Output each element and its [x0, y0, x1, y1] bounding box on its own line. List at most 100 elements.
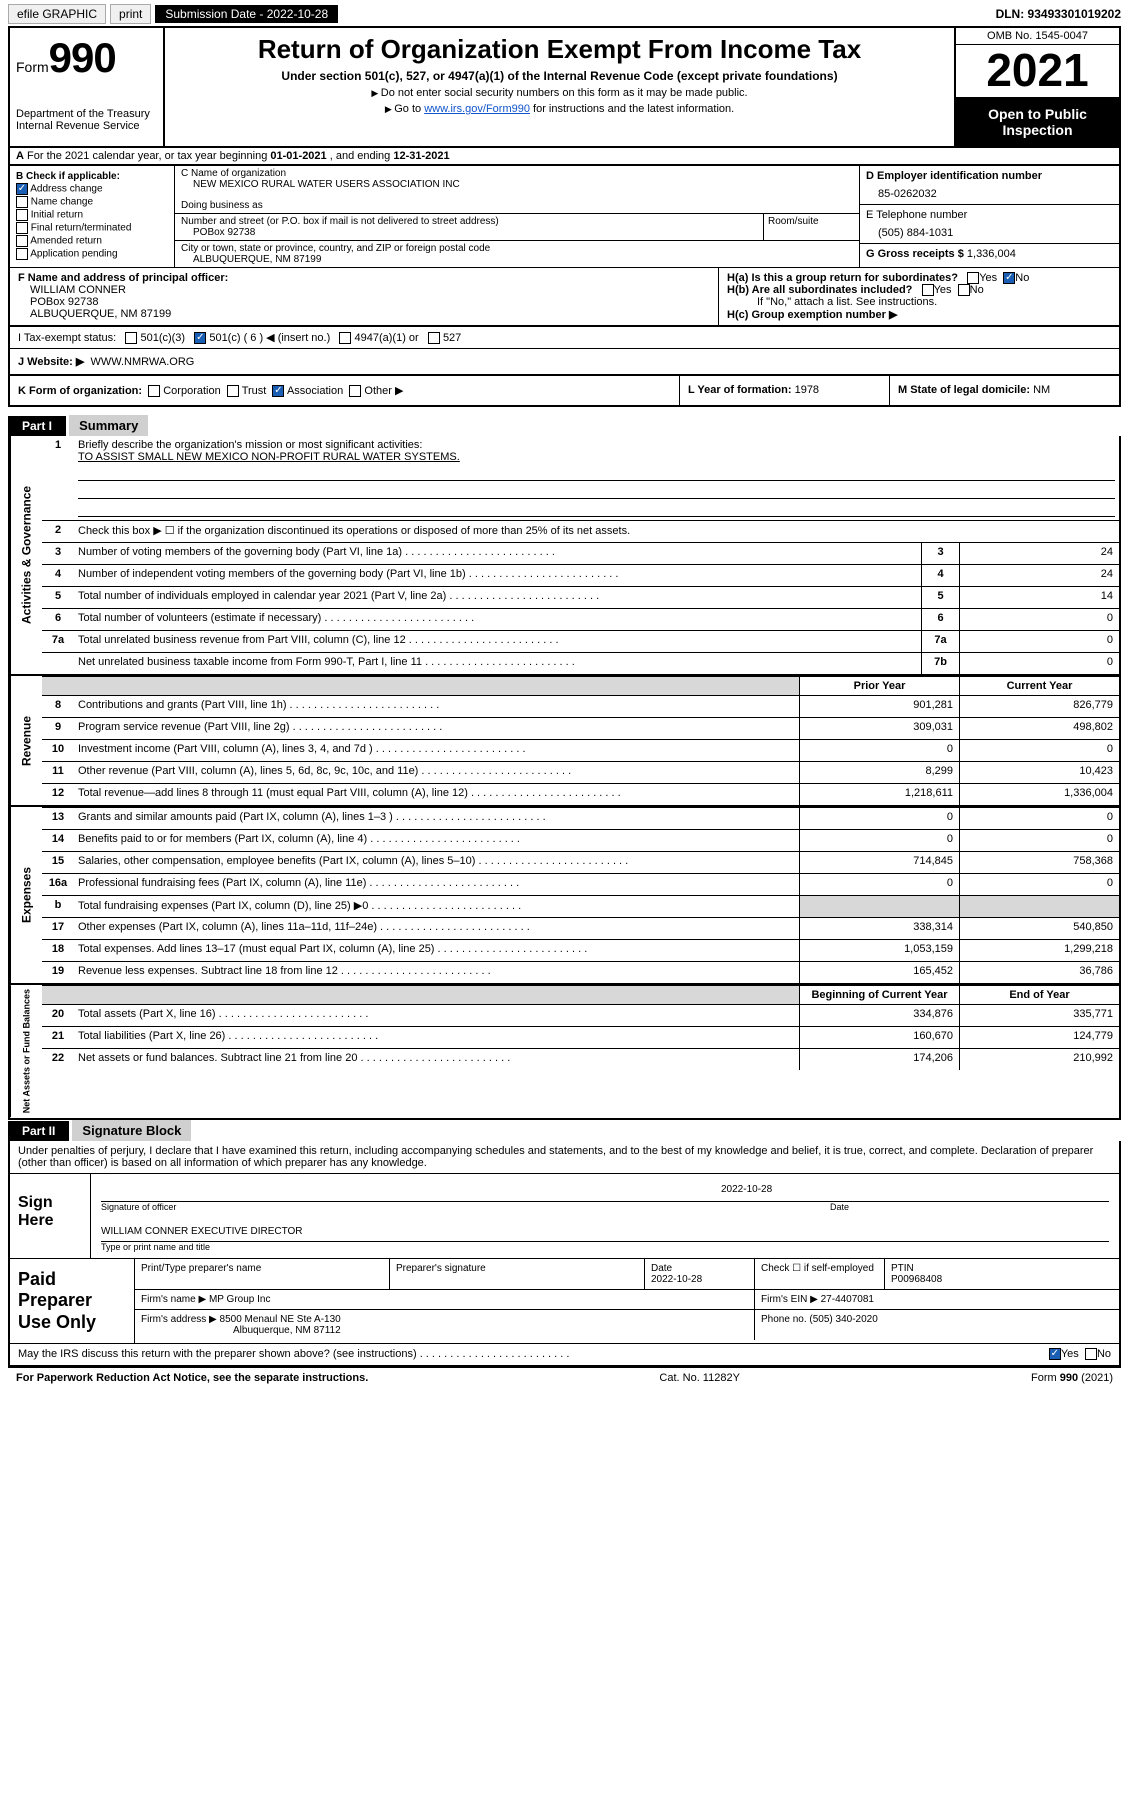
- part2-title: Signature Block: [72, 1120, 191, 1141]
- ha-label: H(a) Is this a group return for subordin…: [727, 272, 958, 284]
- ha-no[interactable]: ✓: [1003, 272, 1015, 284]
- firm-addr2: Albuquerque, NM 87112: [141, 1325, 341, 1336]
- vtab-rev: Revenue: [10, 676, 42, 805]
- l4: Number of independent voting members of …: [74, 565, 921, 586]
- k-trust[interactable]: [227, 385, 239, 397]
- omb-number: OMB No. 1545-0047: [956, 28, 1119, 45]
- k-other[interactable]: [349, 385, 361, 397]
- checkbox-pending[interactable]: [16, 248, 28, 260]
- line-text: Contributions and grants (Part VIII, lin…: [74, 696, 799, 717]
- officer-city: ALBUQUERQUE, NM 87199: [18, 308, 171, 320]
- checkbox-name-change[interactable]: [16, 196, 28, 208]
- form990-link[interactable]: www.irs.gov/Form990: [424, 103, 530, 115]
- dba-label: Doing business as: [181, 200, 853, 211]
- penalties-text: Under penalties of perjury, I declare th…: [10, 1141, 1119, 1174]
- goto-note: Go to www.irs.gov/Form990 for instructio…: [177, 103, 942, 115]
- firm-name: MP Group Inc: [209, 1294, 271, 1305]
- line-text: Investment income (Part VIII, column (A)…: [74, 740, 799, 761]
- line-text: Total revenue—add lines 8 through 11 (mu…: [74, 784, 799, 805]
- officer-name: WILLIAM CONNER: [18, 284, 126, 296]
- line-text: Total fundraising expenses (Part IX, col…: [74, 896, 799, 917]
- j-label: J Website: ▶: [18, 356, 84, 368]
- i-501c3[interactable]: [125, 332, 137, 344]
- officer-street: POBox 92738: [18, 296, 99, 308]
- ssn-note: Do not enter social security numbers on …: [177, 87, 942, 99]
- discuss-text: May the IRS discuss this return with the…: [18, 1348, 1049, 1361]
- irs-label: Internal Revenue Service: [16, 120, 157, 132]
- print-button[interactable]: print: [110, 4, 151, 24]
- line-text: Total assets (Part X, line 16): [74, 1005, 799, 1026]
- checkbox-address-change[interactable]: ✓: [16, 183, 28, 195]
- prep-name-hdr: Print/Type preparer's name: [135, 1259, 390, 1289]
- form-label: Form: [16, 59, 49, 75]
- org-name-label: C Name of organization: [181, 168, 853, 179]
- ein-label: D Employer identification number: [866, 170, 1042, 182]
- dept-treasury: Department of the Treasury: [16, 108, 157, 120]
- vtab-net: Net Assets or Fund Balances: [10, 985, 42, 1117]
- discuss-no[interactable]: [1085, 1348, 1097, 1360]
- signature-block: Under penalties of perjury, I declare th…: [8, 1141, 1121, 1368]
- phone: (505) 884-1031: [866, 221, 1113, 239]
- k-assoc[interactable]: ✓: [272, 385, 284, 397]
- prior-hdr: Prior Year: [799, 677, 959, 695]
- discuss-yes[interactable]: ✓: [1049, 1348, 1061, 1360]
- open-public: Open to Public Inspection: [956, 98, 1119, 146]
- officer-label: F Name and address of principal officer:: [18, 272, 228, 284]
- footer: For Paperwork Reduction Act Notice, see …: [8, 1367, 1121, 1388]
- k-label: K Form of organization:: [18, 385, 142, 397]
- line-text: Total expenses. Add lines 13–17 (must eq…: [74, 940, 799, 961]
- mission: TO ASSIST SMALL NEW MEXICO NON-PROFIT RU…: [78, 451, 460, 463]
- k-corp[interactable]: [148, 385, 160, 397]
- i-label: I Tax-exempt status:: [18, 332, 116, 344]
- ein: 85-0262032: [866, 182, 1113, 200]
- org-name: NEW MEXICO RURAL WATER USERS ASSOCIATION…: [181, 179, 853, 190]
- line-text: Net assets or fund balances. Subtract li…: [74, 1049, 799, 1070]
- prep-sig-hdr: Preparer's signature: [390, 1259, 645, 1289]
- paid-label: Paid Preparer Use Only: [10, 1259, 134, 1344]
- self-emp: Check ☐ if self-employed: [755, 1259, 885, 1289]
- room-label: Room/suite: [764, 214, 859, 240]
- checkbox-final-return[interactable]: [16, 222, 28, 234]
- form-subtitle: Under section 501(c), 527, or 4947(a)(1)…: [177, 69, 942, 83]
- gross: 1,336,004: [967, 248, 1016, 260]
- ha-yes[interactable]: [967, 272, 979, 284]
- l-label: L Year of formation:: [688, 384, 792, 396]
- sign-here: Sign Here: [10, 1174, 90, 1258]
- i-501c[interactable]: ✓: [194, 332, 206, 344]
- l2-text: Check this box ▶ ☐ if the organization d…: [74, 521, 1119, 542]
- hc-label: H(c) Group exemption number ▶: [727, 309, 897, 321]
- l7a: Total unrelated business revenue from Pa…: [74, 631, 921, 652]
- row-a: A For the 2021 calendar year, or tax yea…: [8, 148, 1121, 166]
- col-d: D Employer identification number 85-0262…: [859, 166, 1119, 267]
- part1-title: Summary: [69, 415, 148, 436]
- sig-officer-cap: Signature of officer: [101, 1202, 176, 1212]
- ptin: P00968408: [891, 1274, 942, 1285]
- i-527[interactable]: [428, 332, 440, 344]
- line-text: Grants and similar amounts paid (Part IX…: [74, 808, 799, 829]
- current-hdr: Current Year: [959, 677, 1119, 695]
- sig-date: 2022-10-28: [721, 1184, 772, 1195]
- l6: Total number of volunteers (estimate if …: [74, 609, 921, 630]
- line-text: Revenue less expenses. Subtract line 18 …: [74, 962, 799, 983]
- hb-no[interactable]: [958, 284, 970, 296]
- phone-label: E Telephone number: [866, 209, 967, 221]
- street-label: Number and street (or P.O. box if mail i…: [181, 216, 757, 227]
- vtab-gov: Activities & Governance: [10, 436, 42, 674]
- checkbox-amended[interactable]: [16, 235, 28, 247]
- line-text: Program service revenue (Part VIII, line…: [74, 718, 799, 739]
- row-klm: K Form of organization: Corporation Trus…: [8, 376, 1121, 407]
- col-c: C Name of organization NEW MEXICO RURAL …: [175, 166, 859, 267]
- line-text: Benefits paid to or for members (Part IX…: [74, 830, 799, 851]
- firm-addr1: 8500 Menaul NE Ste A-130: [220, 1314, 341, 1325]
- i-4947[interactable]: [339, 332, 351, 344]
- city-label: City or town, state or province, country…: [181, 243, 853, 254]
- checkbox-initial-return[interactable]: [16, 209, 28, 221]
- row-i: I Tax-exempt status: 501(c)(3) ✓ 501(c) …: [8, 327, 1121, 349]
- gross-label: G Gross receipts $: [866, 248, 964, 260]
- officer-typed: WILLIAM CONNER EXECUTIVE DIRECTOR: [101, 1226, 303, 1237]
- part1-hdr: Part I: [8, 416, 66, 436]
- line-text: Professional fundraising fees (Part IX, …: [74, 874, 799, 895]
- hb-yes[interactable]: [922, 284, 934, 296]
- footer-mid: Cat. No. 11282Y: [659, 1372, 740, 1384]
- form-number: 990: [49, 34, 116, 81]
